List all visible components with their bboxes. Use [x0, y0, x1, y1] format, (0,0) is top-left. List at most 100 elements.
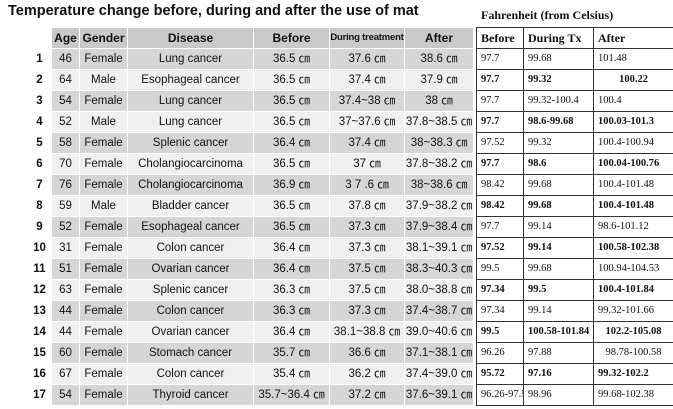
row-index: 1: [27, 48, 52, 70]
during-cell: 37.5 ㎝: [329, 258, 405, 280]
before-cell: 35.4 ㎝: [253, 363, 330, 385]
age-cell: 60: [51, 342, 80, 364]
fahrenheit-header-row: Before During Tx After: [476, 27, 673, 49]
before-cell: 36.3 ㎝: [253, 279, 330, 301]
disease-cell: Esophageal cancer: [127, 69, 254, 91]
table-row: 97.52 99.32 100.4-100.94: [476, 132, 673, 154]
table-row: 7 76 Female Cholangiocarcinoma 36.9 ㎝ 3 7 .6 …: [27, 174, 474, 196]
row-index: 17: [27, 384, 52, 406]
table-row: 97.7 99.14 98.6-101.12: [476, 216, 673, 238]
table-row: 9 52 Female Esophageal cancer 36.5 ㎝ 37.3 ㎝ 37…: [27, 216, 474, 238]
f-before-cell: 99.5: [476, 258, 524, 280]
table-row: 97.7 98.6-99.68 100.03-101.3: [476, 111, 673, 133]
after-cell: 38.3~40.3 ㎝: [404, 258, 474, 280]
f-during-cell: 99.14: [523, 300, 594, 322]
age-cell: 51: [51, 258, 80, 280]
row-index: 13: [27, 300, 52, 322]
f-before-cell: 97.52: [476, 132, 524, 154]
f-before-cell: 95.72: [476, 363, 524, 385]
row-index: 14: [27, 321, 52, 343]
before-cell: 36.4 ㎝: [253, 258, 330, 280]
disease-cell: Bladder cancer: [127, 195, 254, 217]
f-during-cell: 97.88: [523, 342, 594, 364]
after-cell: 37.9~38.2 ㎝: [404, 195, 474, 217]
table-row: 17 54 Female Thyroid cancer 35.7~36.4 ㎝ 37.2 …: [27, 384, 474, 406]
row-index: 4: [27, 111, 52, 133]
table-row: 95.72 97.16 99.32-102.2: [476, 363, 673, 385]
before-cell: 36.4 ㎝: [253, 237, 330, 259]
during-cell: 37.3 ㎝: [329, 300, 405, 322]
table-row: 97.34 99.5 100.4-101.84: [476, 279, 673, 301]
table-row: 99.5 99.68 100.94-104.53: [476, 258, 673, 280]
gender-cell: Female: [79, 258, 128, 280]
f-after-cell: 98.6-101.12: [593, 216, 673, 238]
f-during-cell: 98.6: [523, 153, 594, 175]
table-row: 97.7 99.68 101.48: [476, 48, 673, 70]
disease-cell: Thyroid cancer: [127, 384, 254, 406]
table-row: 97.7 99.32 100.22: [476, 69, 673, 91]
row-index: 12: [27, 279, 52, 301]
age-cell: 70: [51, 153, 80, 175]
after-cell: 37.9 ㎝: [404, 69, 474, 91]
celsius-temperature-table: Age Gender Disease Before During treatme…: [27, 27, 474, 406]
f-during-cell: 99.68: [523, 174, 594, 196]
after-cell: 38.6 ㎝: [404, 48, 474, 70]
during-cell: 37.8 ㎝: [329, 195, 405, 217]
gender-cell: Male: [79, 195, 128, 217]
before-cell: 36.5 ㎝: [253, 195, 330, 217]
row-index: 6: [27, 153, 52, 175]
f-after-cell: 99.32-102.2: [593, 363, 673, 385]
disease-cell: Esophageal cancer: [127, 216, 254, 238]
table-title: Temperature change before, during and af…: [8, 3, 419, 19]
table-row: 1 46 Female Lung cancer 36.5 ㎝ 37.6 ㎝ 38.6 ㎝: [27, 48, 474, 70]
during-cell: 37.4~38 ㎝: [329, 90, 405, 112]
f-before-cell: 97.7: [476, 69, 524, 91]
after-cell: 37.8~38.5 ㎝: [404, 111, 474, 133]
after-cell: 37.1~38.1 ㎝: [404, 342, 474, 364]
f-after-cell: 99.68-102.38: [593, 384, 673, 406]
during-cell: 37.6 ㎝: [329, 48, 405, 70]
row-index: 9: [27, 216, 52, 238]
table-row: 98.42 99.68 100.4-101.48: [476, 174, 673, 196]
f-during-cell: 99.32: [523, 69, 594, 91]
before-cell: 35.7 ㎝: [253, 342, 330, 364]
table-row: 16 67 Female Colon cancer 35.4 ㎝ 36.2 ㎝ 37.4~3…: [27, 363, 474, 385]
during-treatment-header: During treatment: [329, 27, 405, 49]
table-row: 12 63 Female Splenic cancer 36.3 ㎝ 37.5 ㎝ 38.0…: [27, 279, 474, 301]
after-cell: 38.0~38.8 ㎝: [404, 279, 474, 301]
f-before-cell: 97.7: [476, 111, 524, 133]
f-during-cell: 99.68: [523, 258, 594, 280]
age-cell: 54: [51, 384, 80, 406]
f-during-header: During Tx: [523, 27, 594, 49]
gender-cell: Female: [79, 237, 128, 259]
table-row: 97.7 98.6 100.04-100.76: [476, 153, 673, 175]
f-after-cell: 101.48: [593, 48, 673, 70]
f-during-cell: 99.32-100.4: [523, 90, 594, 112]
gender-cell: Female: [79, 216, 128, 238]
before-cell: 36.5 ㎝: [253, 111, 330, 133]
f-after-cell: 100.4-101.84: [593, 279, 673, 301]
f-before-cell: 97.7: [476, 90, 524, 112]
age-cell: 54: [51, 90, 80, 112]
table-row: 6 70 Female Cholangiocarcinoma 36.5 ㎝ 37 ㎝ 37.…: [27, 153, 474, 175]
during-cell: 37.3 ㎝: [329, 237, 405, 259]
age-cell: 44: [51, 300, 80, 322]
f-during-cell: 98.96: [523, 384, 594, 406]
gender-header: Gender: [79, 27, 128, 49]
before-header: Before: [253, 27, 330, 49]
during-cell: 37~37.6 ㎝: [329, 111, 405, 133]
row-index: 11: [27, 258, 52, 280]
f-after-cell: 100.58-102.38: [593, 237, 673, 259]
gender-cell: Female: [79, 90, 128, 112]
f-before-cell: 97.7: [476, 216, 524, 238]
gender-cell: Male: [79, 69, 128, 91]
table-row: 15 60 Female Stomach cancer 35.7 ㎝ 36.6 ㎝ 37.1…: [27, 342, 474, 364]
f-after-cell: 100.4-101.48: [593, 174, 673, 196]
f-after-header: After: [593, 27, 673, 49]
row-index: 10: [27, 237, 52, 259]
f-during-cell: 99.68: [523, 48, 594, 70]
f-after-cell: 100.22: [593, 69, 673, 91]
before-cell: 35.7~36.4 ㎝: [253, 384, 330, 406]
table-row: 10 31 Female Colon cancer 36.4 ㎝ 37.3 ㎝ 38.1~3…: [27, 237, 474, 259]
disease-cell: Lung cancer: [127, 111, 254, 133]
